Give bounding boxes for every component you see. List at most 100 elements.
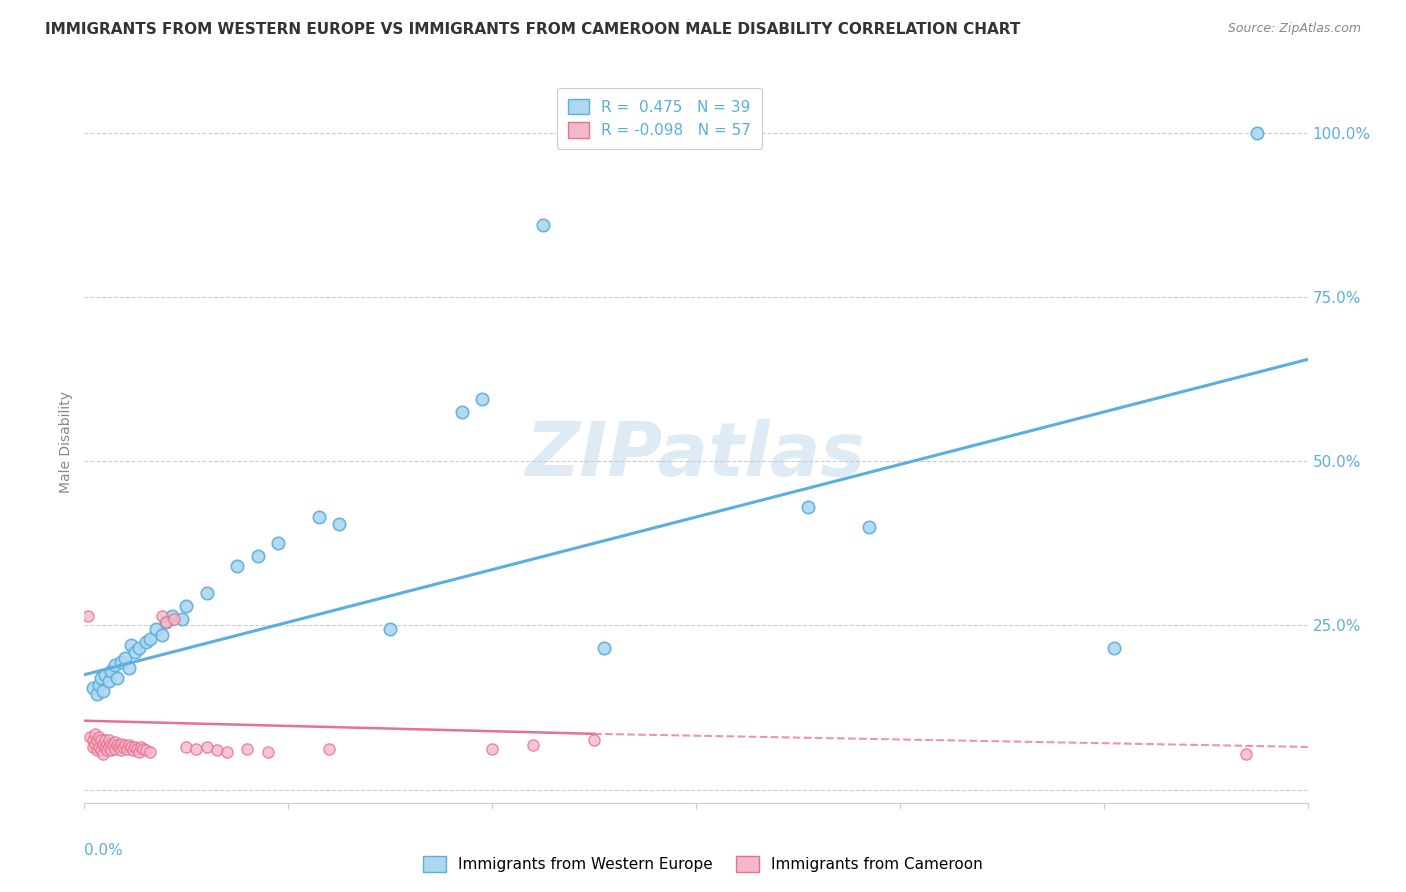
Point: [267, 536, 290, 550]
Point: [205, 743, 228, 757]
Point: [97, 739, 120, 754]
Point: [110, 655, 132, 669]
Point: [86, 687, 108, 701]
Point: [87, 677, 110, 691]
Point: [236, 742, 259, 756]
Point: [1102, 641, 1125, 656]
Point: [1246, 126, 1268, 140]
Point: [145, 622, 167, 636]
Point: [104, 742, 127, 756]
Point: [172, 612, 194, 626]
Point: [105, 738, 128, 752]
Point: [186, 742, 208, 756]
Point: [128, 745, 150, 759]
Point: [86, 743, 108, 757]
Point: [481, 742, 503, 756]
Point: [522, 738, 544, 752]
Point: [108, 739, 131, 754]
Point: [97, 733, 120, 747]
Point: [583, 733, 606, 747]
Point: [77, 608, 100, 623]
Point: [83, 737, 105, 751]
Point: [110, 737, 132, 751]
Point: [100, 665, 122, 679]
Point: [82, 733, 104, 747]
Point: [100, 743, 122, 757]
Point: [90, 671, 112, 685]
Point: [110, 743, 132, 757]
Text: ZIPatlas: ZIPatlas: [526, 419, 866, 492]
Point: [163, 612, 186, 626]
Point: [593, 641, 616, 656]
Text: 0.0%: 0.0%: [84, 843, 124, 857]
Y-axis label: Male Disability: Male Disability: [59, 391, 73, 492]
Point: [105, 671, 128, 685]
Point: [101, 738, 124, 752]
Point: [96, 737, 118, 751]
Point: [797, 500, 820, 515]
Point: [450, 405, 472, 419]
Point: [114, 651, 136, 665]
Point: [104, 657, 127, 672]
Point: [120, 638, 142, 652]
Point: [155, 615, 177, 630]
Point: [122, 743, 145, 757]
Point: [96, 743, 118, 757]
Point: [135, 635, 157, 649]
Point: [150, 628, 173, 642]
Point: [160, 608, 183, 623]
Point: [174, 599, 197, 613]
Point: [91, 684, 114, 698]
Point: [93, 739, 115, 754]
Point: [328, 516, 350, 531]
Point: [132, 742, 155, 756]
Point: [79, 730, 101, 744]
Point: [91, 737, 114, 751]
Point: [471, 392, 494, 406]
Point: [97, 674, 120, 689]
Point: [86, 733, 108, 747]
Point: [128, 641, 150, 656]
Point: [93, 733, 115, 747]
Point: [124, 739, 146, 754]
Point: [127, 742, 149, 756]
Point: [257, 745, 280, 759]
Point: [82, 681, 104, 695]
Point: [150, 608, 173, 623]
Text: Source: ZipAtlas.com: Source: ZipAtlas.com: [1227, 22, 1361, 36]
Point: [246, 549, 269, 564]
Point: [131, 739, 153, 754]
Point: [93, 667, 115, 681]
Point: [858, 520, 880, 534]
Point: [115, 742, 138, 756]
Point: [90, 743, 112, 757]
Point: [104, 735, 127, 749]
Point: [174, 739, 197, 754]
Point: [138, 632, 160, 646]
Point: [90, 733, 112, 747]
Point: [135, 743, 157, 757]
Point: [100, 737, 122, 751]
Point: [217, 745, 239, 759]
Point: [91, 747, 114, 761]
Point: [112, 739, 135, 754]
Legend: R =  0.475   N = 39, R = -0.098   N = 57: R = 0.475 N = 39, R = -0.098 N = 57: [557, 88, 762, 149]
Point: [87, 730, 110, 744]
Point: [118, 661, 141, 675]
Point: [155, 615, 177, 630]
Legend: Immigrants from Western Europe, Immigrants from Cameroon: Immigrants from Western Europe, Immigran…: [416, 848, 990, 880]
Point: [114, 738, 136, 752]
Point: [318, 742, 340, 756]
Point: [195, 739, 218, 754]
Text: IMMIGRANTS FROM WESTERN EUROPE VS IMMIGRANTS FROM CAMEROON MALE DISABILITY CORRE: IMMIGRANTS FROM WESTERN EUROPE VS IMMIGR…: [45, 22, 1021, 37]
Point: [120, 739, 142, 754]
Point: [118, 738, 141, 752]
Point: [82, 739, 104, 754]
Point: [308, 510, 330, 524]
Point: [87, 739, 110, 754]
Point: [195, 585, 218, 599]
Point: [83, 727, 105, 741]
Point: [138, 745, 160, 759]
Point: [1236, 747, 1258, 761]
Point: [531, 218, 554, 232]
